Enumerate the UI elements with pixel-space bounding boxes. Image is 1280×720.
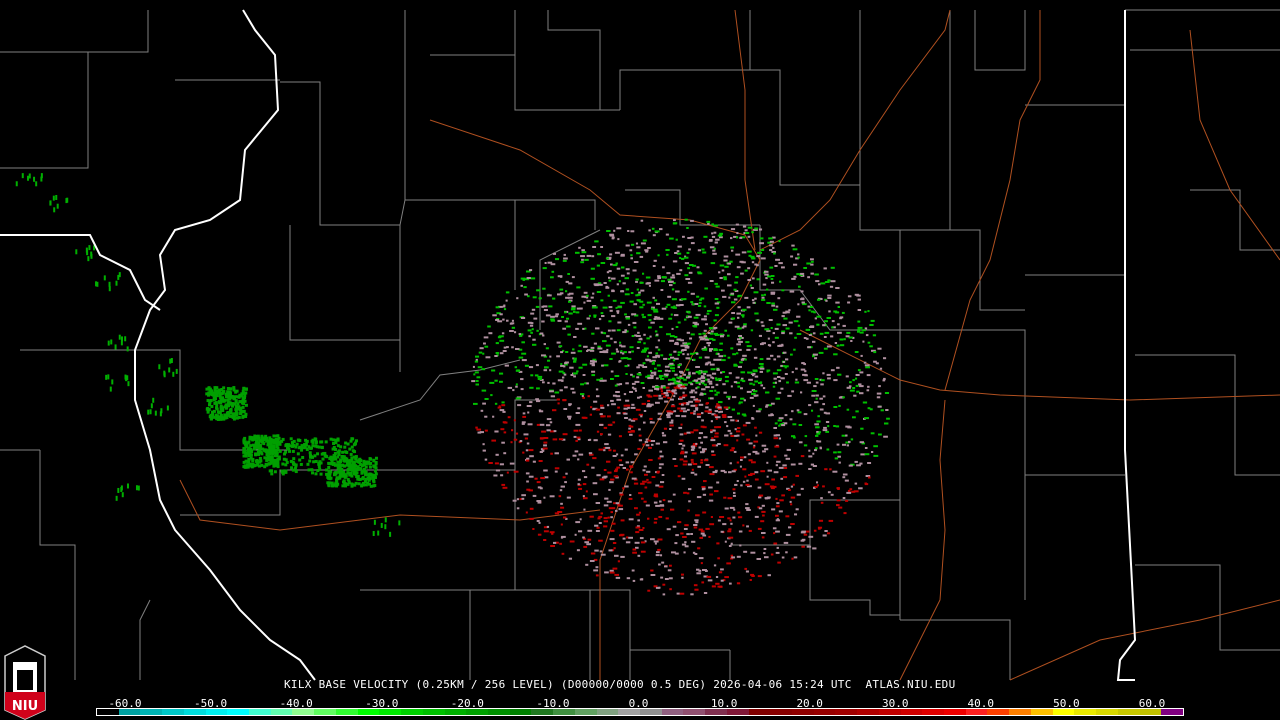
colorbar-swatch — [922, 709, 945, 715]
colorbar-swatch — [900, 709, 923, 715]
colorbar-tick-label: 30.0 — [882, 697, 909, 710]
county-borders — [0, 9, 1280, 680]
colorbar-swatch — [683, 709, 706, 715]
colorbar-swatch — [726, 709, 749, 715]
niu-logo: NIU — [4, 645, 46, 720]
svg-text:NIU: NIU — [12, 699, 38, 714]
colorbar-swatch — [878, 709, 901, 715]
colorbar-tick-label: -40.0 — [279, 697, 313, 710]
colorbar-swatch — [335, 709, 358, 715]
colorbar-swatch — [618, 709, 640, 715]
colorbar-tick-label: 60.0 — [1138, 697, 1166, 710]
colorbar-tick-label: -60.0 — [108, 697, 142, 710]
colorbar-tick-label: 50.0 — [1053, 697, 1080, 710]
velocity-colorbar — [96, 708, 1184, 716]
colorbar-swatch — [444, 709, 467, 715]
colorbar-swatch — [314, 709, 336, 715]
colorbar-swatch — [705, 709, 727, 715]
colorbar-swatch — [162, 709, 184, 715]
colorbar-swatch — [1030, 709, 1053, 715]
colorbar-tick-label: -30.0 — [365, 697, 399, 710]
colorbar-swatch — [509, 709, 532, 715]
colorbar-swatch — [770, 709, 792, 715]
colorbar-swatch — [140, 709, 163, 715]
colorbar-tick-label: -20.0 — [450, 697, 484, 710]
colorbar-swatch — [813, 709, 836, 715]
colorbar-swatch — [292, 709, 315, 715]
colorbar-swatch — [422, 709, 445, 715]
colorbar-tick-label: -10.0 — [536, 697, 570, 710]
colorbar-tick-label: 10.0 — [710, 697, 738, 710]
colorbar-swatch — [1161, 709, 1183, 715]
colorbar-swatch — [379, 709, 402, 715]
colorbar-swatch — [249, 709, 271, 715]
colorbar-swatch — [531, 709, 554, 715]
colorbar-swatch — [792, 709, 814, 715]
colorbar-swatch — [1117, 709, 1140, 715]
colorbar-swatch — [1009, 709, 1031, 715]
colorbar-swatch — [1096, 709, 1118, 715]
colorbar-swatch — [118, 709, 141, 715]
product-caption: KILX BASE VELOCITY (0.25KM / 256 LEVEL) … — [284, 678, 956, 691]
colorbar-swatch — [661, 709, 684, 715]
colorbar-swatch — [227, 709, 250, 715]
colorbar-swatch — [857, 709, 879, 715]
highways — [179, 9, 1280, 681]
colorbar-swatch — [97, 709, 119, 715]
colorbar-swatch — [965, 709, 988, 715]
radar-echoes — [15, 173, 890, 596]
colorbar-swatch — [1139, 709, 1162, 715]
colorbar-swatch — [487, 709, 510, 715]
colorbar-swatch — [574, 709, 597, 715]
colorbar-swatch — [596, 709, 619, 715]
colorbar-swatch — [183, 709, 206, 715]
colorbar-swatch — [1074, 709, 1097, 715]
colorbar-swatch — [553, 709, 575, 715]
colorbar-swatch — [205, 709, 228, 715]
colorbar-tick-label: -50.0 — [194, 697, 228, 710]
colorbar-swatch — [466, 709, 488, 715]
state-borders — [0, 9, 1137, 681]
colorbar-tick-label: 0.0 — [628, 697, 649, 710]
colorbar-swatch — [1052, 709, 1075, 715]
colorbar-swatch — [748, 709, 771, 715]
colorbar-swatch — [835, 709, 858, 715]
colorbar-swatch — [401, 709, 423, 715]
colorbar-swatch — [357, 709, 380, 715]
colorbar-swatch — [270, 709, 293, 715]
colorbar-swatch — [639, 709, 662, 715]
colorbar-swatch — [944, 709, 966, 715]
colorbar-tick-label: 20.0 — [796, 697, 823, 710]
colorbar-tick-label: 40.0 — [967, 697, 995, 710]
colorbar-swatch — [987, 709, 1010, 715]
